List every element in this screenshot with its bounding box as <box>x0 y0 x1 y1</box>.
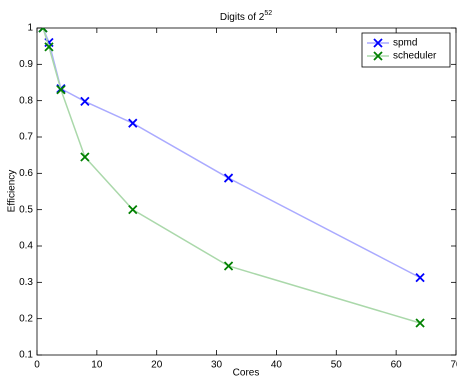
chart-title: Digits of 252 <box>220 10 272 23</box>
legend: spmd scheduler <box>361 32 451 68</box>
marker <box>415 272 425 283</box>
plot-frame <box>36 27 457 356</box>
title-text: Digits of 2 <box>220 12 265 23</box>
marker <box>415 318 425 328</box>
marker <box>223 173 234 183</box>
x-tick-label: 40 <box>271 360 283 371</box>
marker <box>80 96 90 107</box>
x-tick-label: 10 <box>91 360 103 371</box>
title-superscript: 52 <box>264 10 272 17</box>
x-tick-label: 0 <box>34 360 40 371</box>
legend-label: scheduler <box>393 51 437 62</box>
x-tick-label: 50 <box>331 360 343 371</box>
legend-box <box>361 32 451 68</box>
x-tick-label: 70 <box>450 360 457 371</box>
x-tick-label: 60 <box>391 360 403 371</box>
y-tick-label: 0.4 <box>19 241 33 252</box>
x-tick-label: 20 <box>151 360 163 371</box>
y-tick-label: 0.7 <box>19 132 33 143</box>
y-tick-label: 0.3 <box>19 277 33 288</box>
marker <box>38 28 48 33</box>
y-tick-label: 0.6 <box>19 168 33 179</box>
marker <box>128 205 138 215</box>
y-axis-label: Efficiency <box>7 170 18 213</box>
y-tick-label: 0.8 <box>19 95 33 106</box>
y-tick-label: 1 <box>27 23 33 34</box>
y-tick-label: 0.5 <box>19 204 33 215</box>
y-tick-label: 0.2 <box>19 313 33 324</box>
y-tick-label: 0.1 <box>19 350 33 361</box>
marker <box>128 118 138 128</box>
x-tick-label: 30 <box>211 360 223 371</box>
y-tick-label: 0.9 <box>19 59 33 70</box>
plot-area <box>38 28 425 328</box>
legend-marker <box>373 51 383 61</box>
x-axis-label: Cores <box>233 368 260 378</box>
legend-label: spmd <box>393 38 417 49</box>
marker <box>223 261 234 271</box>
marker <box>44 42 54 52</box>
marker <box>80 152 90 162</box>
legend-marker <box>373 38 383 48</box>
marker <box>56 85 66 95</box>
